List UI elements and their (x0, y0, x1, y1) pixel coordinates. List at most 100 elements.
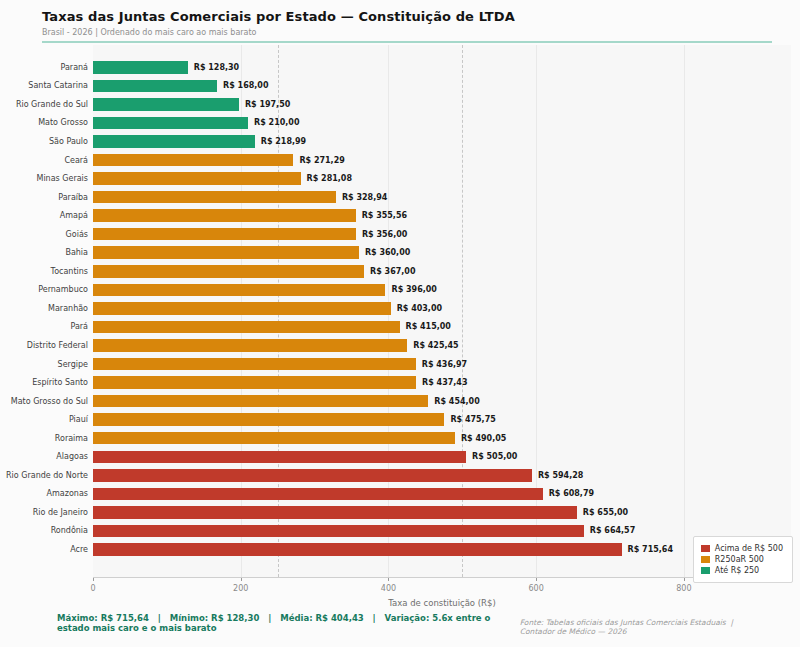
bar (93, 413, 444, 426)
bar-row: Amapá R$ 355,56 (0, 206, 800, 225)
bar (93, 339, 407, 352)
state-label: Pará (0, 322, 93, 331)
bar-rows: ParanáR$ 128,30Santa CatarinaR$ 168,00Ri… (0, 45, 800, 559)
bar-value-label: R$ 367,00 (370, 267, 415, 276)
bar (93, 154, 293, 167)
bar-row: AmazonasR$ 608,79 (0, 485, 800, 504)
bar-row: Paraíba R$ 328,94 (0, 188, 800, 207)
bar-value-label: R$ 328,94 (342, 193, 387, 202)
state-label: Sergipe (0, 360, 93, 369)
source-note: Fonte: Tabelas oficiais das Juntas Comer… (520, 618, 772, 636)
bar-row: BahiaR$ 360,00 (0, 243, 800, 262)
x-tick-mark (93, 578, 94, 581)
bar-row: Espírito Santo R$ 437,43 (0, 373, 800, 392)
state-label: Amazonas (0, 489, 93, 498)
legend-label: Acima de R$ 500 (715, 544, 783, 553)
state-label: Rio de Janeiro (0, 508, 93, 517)
x-tick-mark (536, 578, 537, 581)
accent-divider (42, 41, 772, 43)
state-label: Tocantins (0, 267, 93, 276)
bar-row: Pará R$ 415,00 (0, 318, 800, 337)
chart-header: Taxas das Juntas Comerciais por Estado —… (0, 0, 800, 37)
state-label: Piauí (0, 415, 93, 424)
x-tick-mark (388, 578, 389, 581)
bar (93, 98, 239, 111)
state-label: Alagoas (0, 452, 93, 461)
legend-label: Até R$ 250 (715, 566, 759, 575)
bar (93, 432, 455, 445)
state-label: Minas Gerais (0, 174, 93, 183)
bar-value-label: R$ 403,00 (397, 304, 442, 313)
state-label: Paraná (0, 63, 93, 72)
state-label: Roraima (0, 434, 93, 443)
bar-value-label: R$ 490,05 (461, 434, 506, 443)
legend-item: R250aR 500 (701, 555, 783, 564)
bar-value-label: R$ 454,00 (434, 397, 479, 406)
bar-row: Santa CatarinaR$ 168,00 (0, 77, 800, 96)
bar-value-label: R$ 664,57 (590, 526, 635, 535)
state-label: Distrito Federal (0, 341, 93, 350)
bar-value-label: R$ 168,00 (223, 81, 268, 90)
bar (93, 246, 359, 259)
x-axis-line (93, 577, 791, 578)
state-label: Paraíba (0, 193, 93, 202)
bar-row: CearáR$ 271,29 (0, 151, 800, 170)
bar (93, 451, 466, 464)
bar (93, 61, 188, 74)
bar-row: Piauí R$ 475,75 (0, 410, 800, 429)
x-tick-label: 200 (233, 584, 248, 593)
bar-value-label: R$ 271,29 (299, 156, 344, 165)
bar-value-label: R$ 128,30 (194, 63, 239, 72)
bar-row: Rio de JaneiroR$ 655,00 (0, 503, 800, 522)
bar (93, 488, 543, 501)
bar (93, 321, 400, 334)
bar-value-label: R$ 218,99 (261, 137, 306, 146)
state-label: Espírito Santo (0, 378, 93, 387)
x-tick-label: 0 (90, 584, 95, 593)
bar-value-label: R$ 415,00 (406, 322, 451, 331)
state-label: Acre (0, 545, 93, 554)
bar (93, 228, 356, 241)
legend-label: R250aR 500 (715, 555, 764, 564)
bar-row: Distrito Federal R$ 425,45 (0, 336, 800, 355)
bar (93, 543, 622, 556)
bar (93, 376, 416, 389)
bar-value-label: R$ 197,50 (245, 100, 290, 109)
bar-value-label: R$ 425,45 (413, 341, 458, 350)
bar (93, 117, 248, 130)
bar-row: Rio Grande do Sul R$ 197,50 (0, 95, 800, 114)
state-label: Rio Grande do Sul (0, 100, 93, 109)
bar-value-label: R$ 475,75 (450, 415, 495, 424)
bar-value-label: R$ 360,00 (365, 248, 410, 257)
bar (93, 209, 356, 222)
bar (93, 358, 416, 371)
bar-row: Alagoas R$ 505,00 (0, 447, 800, 466)
bar (93, 265, 364, 278)
bar (93, 302, 391, 315)
legend: Acima de R$ 500 R250aR 500 Até R$ 250 (693, 536, 793, 583)
bar-row: Acre R$ 715,64 (0, 540, 800, 559)
bar-row: Mato Grosso do SulR$ 454,00 (0, 392, 800, 411)
state-label: Rondônia (0, 526, 93, 535)
x-tick-mark (241, 578, 242, 581)
summary-stats: Máximo: R$ 715,64 | Mínimo: R$ 128,30 | … (57, 613, 520, 633)
legend-swatch (701, 567, 710, 574)
state-label: Amapá (0, 211, 93, 220)
legend-item: Até R$ 250 (701, 566, 783, 575)
bar-value-label: R$ 396,00 (391, 285, 436, 294)
x-tick-label: 600 (529, 584, 544, 593)
x-tick-mark (684, 578, 685, 581)
bar (93, 80, 217, 93)
state-label: Mato Grosso (0, 118, 93, 127)
bar-row: Rondônia R$ 664,57 (0, 522, 800, 541)
bar-row: PernambucoR$ 396,00 (0, 281, 800, 300)
bar-value-label: R$ 437,43 (422, 378, 467, 387)
bar-value-label: R$ 715,64 (628, 545, 673, 554)
page-subtitle: Brasil - 2026 | Ordenado do mais caro ao… (42, 28, 772, 37)
bar-value-label: R$ 355,56 (362, 211, 407, 220)
bar-value-label: R$ 505,00 (472, 452, 517, 461)
x-axis-title: Taxa de constituição (R$) (93, 598, 791, 608)
bar (93, 191, 336, 204)
bar (93, 395, 428, 408)
legend-item: Acima de R$ 500 (701, 544, 783, 553)
